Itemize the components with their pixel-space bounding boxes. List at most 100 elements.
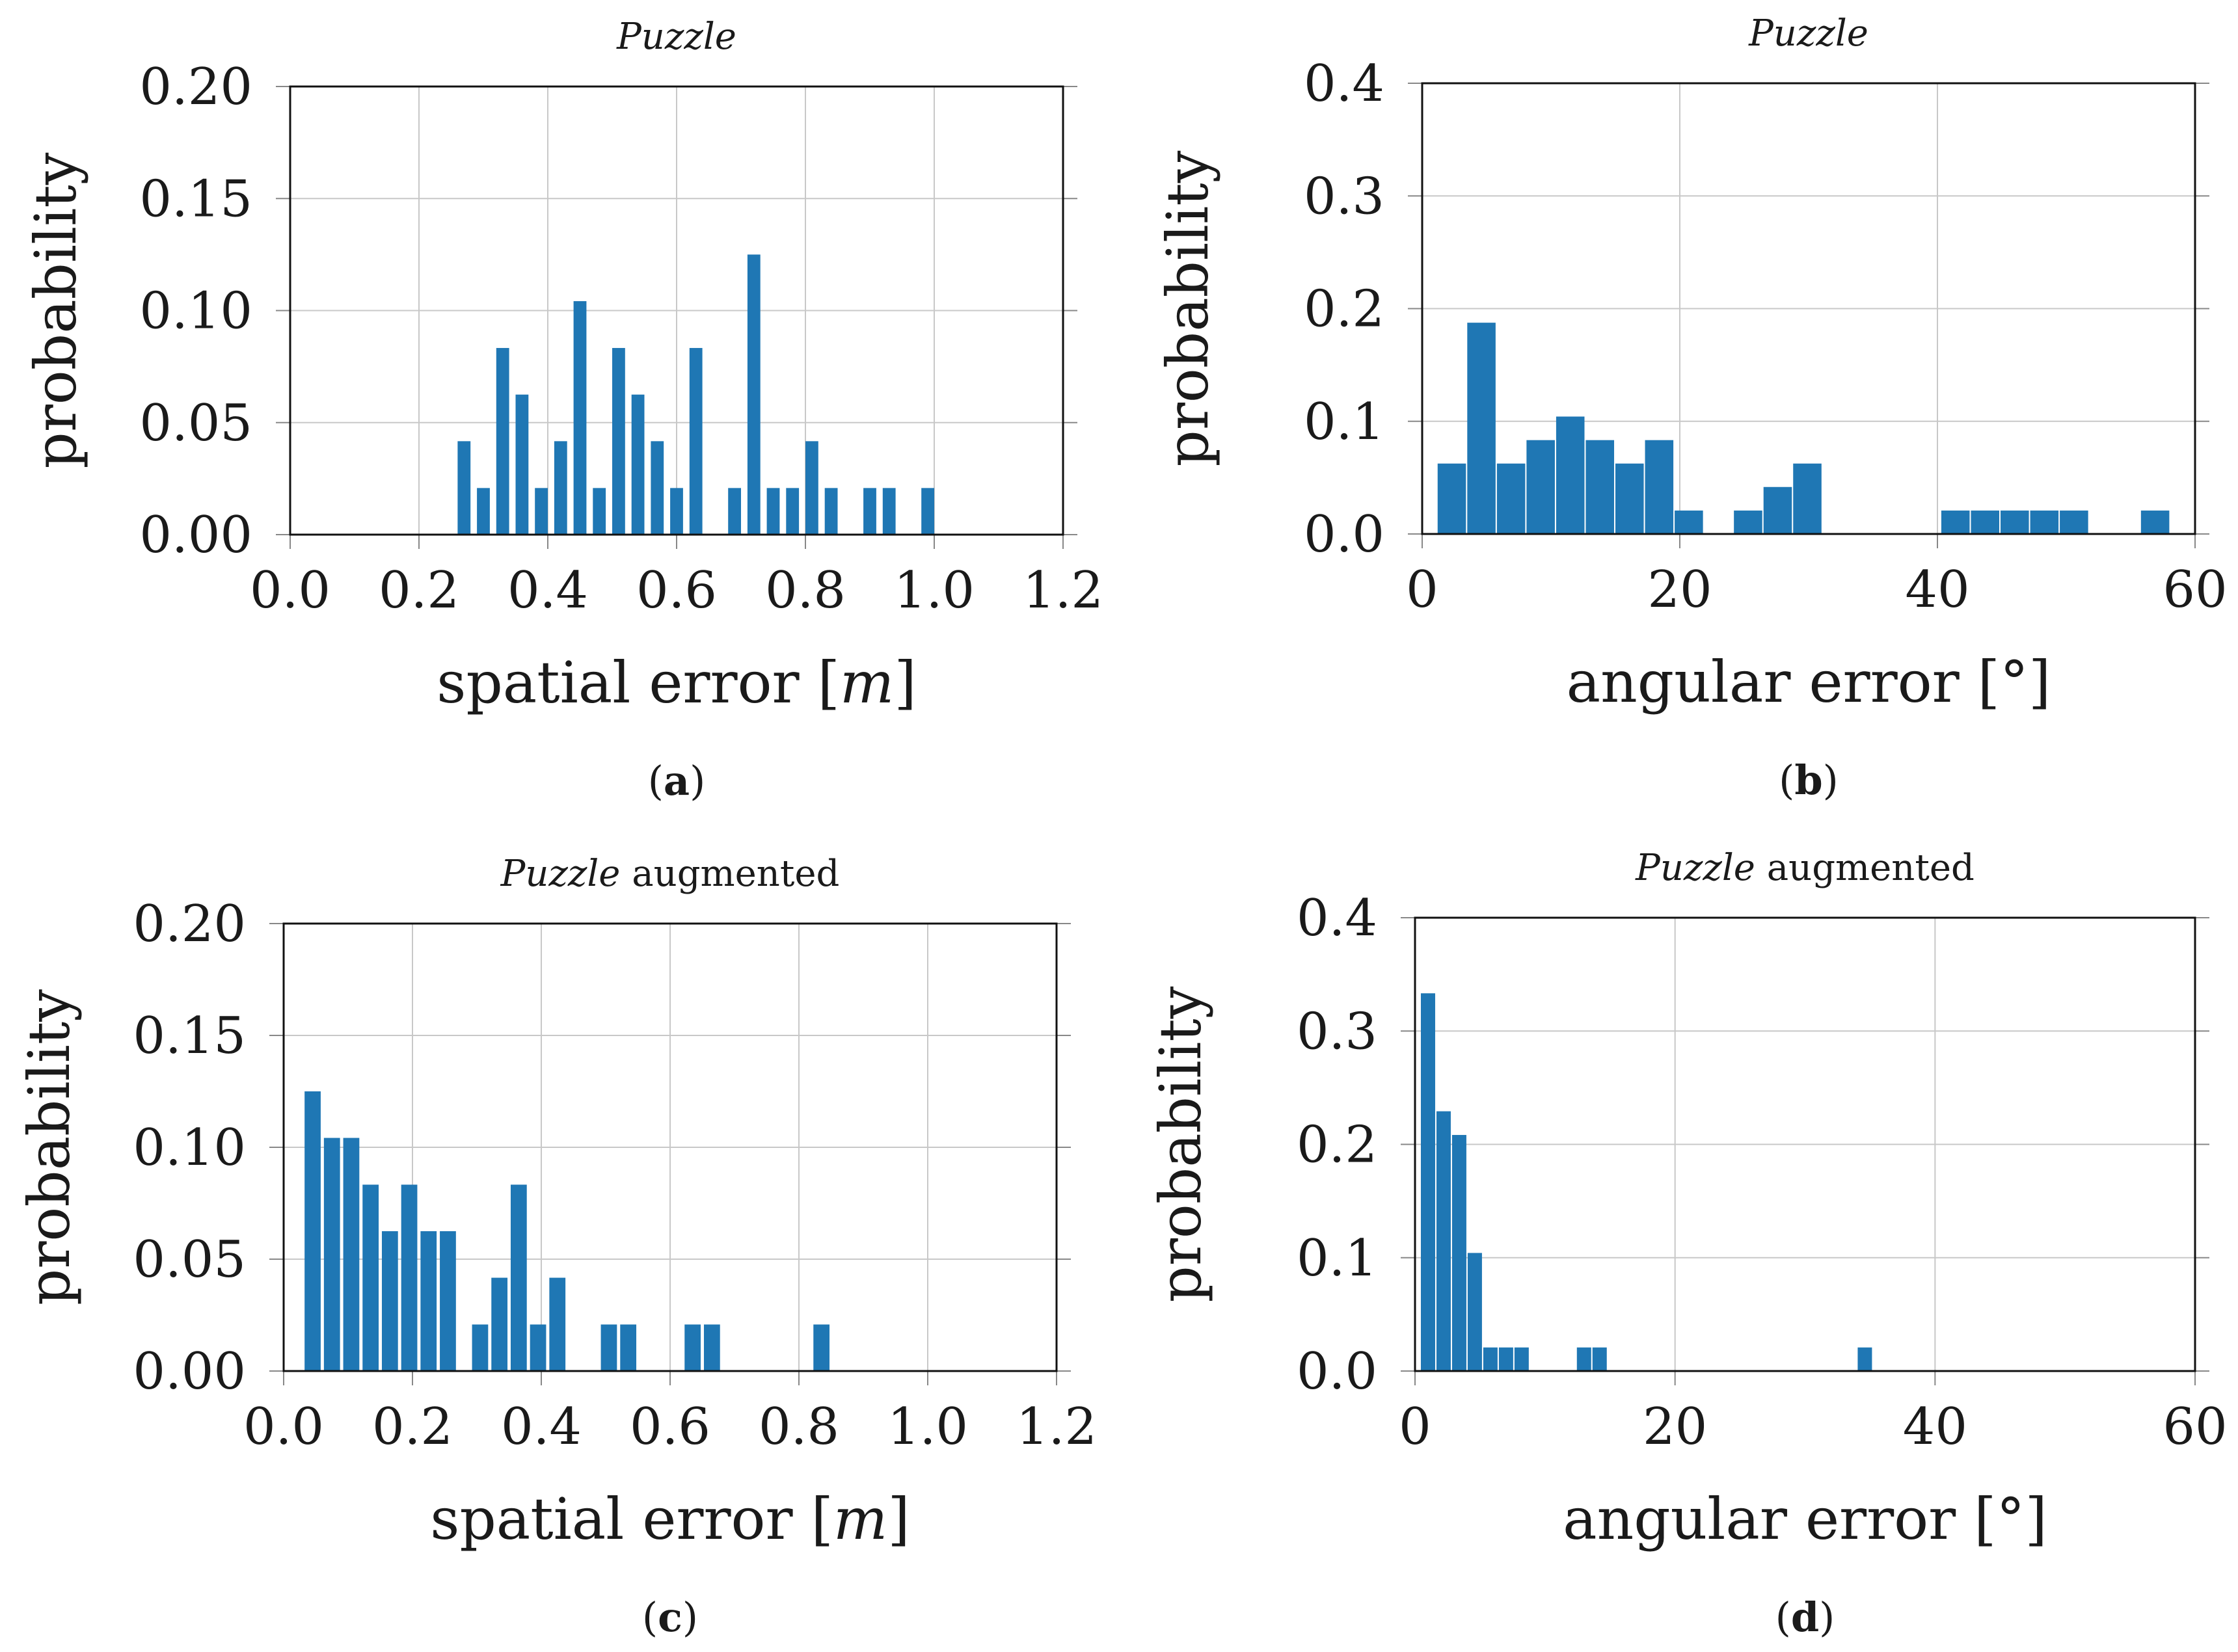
chart-b-y-tick-label: 0.0	[1304, 505, 1384, 564]
chart-a-y-tick-label: 0.15	[139, 170, 252, 228]
chart-a-bar	[651, 441, 664, 535]
chart-a-bar	[882, 488, 896, 535]
chart-a-bar	[805, 441, 818, 535]
chart-a-x-tick-label: 0.4	[507, 561, 588, 620]
chart-d-bar	[1498, 1347, 1513, 1371]
chart-b-y-axis-title: probability	[1154, 150, 1221, 466]
chart-b-bar	[1526, 440, 1555, 534]
chart-a-bar	[573, 301, 587, 535]
chart-b-y-tick-label: 0.3	[1304, 167, 1384, 226]
chart-a-bar	[593, 488, 606, 535]
chart-b-bar	[2140, 510, 2170, 534]
chart-b-frame	[1421, 82, 2196, 535]
chart-b-bar	[1437, 463, 1466, 534]
chart-a-bar	[863, 488, 876, 535]
chart-b-bar	[1734, 510, 1762, 534]
chart-c-x-tick-label: 1.0	[887, 1398, 968, 1456]
chart-a-panel-label: (a)	[648, 757, 706, 805]
chart-a-bar	[728, 488, 741, 535]
chart-c-bar	[420, 1231, 437, 1371]
chart-c-y-tick-label: 0.15	[133, 1007, 246, 1065]
chart-d-bar	[1576, 1347, 1591, 1371]
chart-c-bar	[510, 1184, 527, 1371]
chart-a-bar	[535, 488, 548, 535]
chart-a-bar	[766, 488, 780, 535]
chart-a-y-tick-label: 0.10	[139, 282, 252, 341]
chart-c-panel-label: (c)	[642, 1593, 698, 1641]
chart-d-y-tick-label: 0.3	[1297, 1002, 1377, 1061]
panel-b: 0.0 0.1 0.2 0.3 0.4 0 20 40 60 Puzzle angular erro…	[1154, 12, 2228, 804]
chart-a-x-tick-label: 1.0	[894, 561, 975, 620]
chart-c-bar	[323, 1138, 340, 1371]
chart-c-x-tick-label: 0.0	[243, 1398, 324, 1456]
chart-d-y-tick-label: 0.0	[1297, 1342, 1377, 1401]
chart-a-y-tick-label: 0.20	[139, 58, 252, 116]
chart-c-bar	[440, 1231, 456, 1371]
chart-d-bar	[1514, 1347, 1529, 1371]
chart-d-x-tick-label: 60	[2163, 1398, 2227, 1456]
chart-d-y-tick-label: 0.1	[1297, 1229, 1377, 1288]
chart-d-y-tick-label: 0.4	[1297, 889, 1377, 948]
chart-a-x-tick-label: 0.2	[379, 561, 459, 620]
chart-a-bar	[496, 348, 509, 535]
chart-c-bar	[600, 1324, 617, 1371]
chart-a-bar	[670, 488, 683, 535]
chart-b-bar	[1585, 440, 1615, 534]
chart-d-y-axis-title: probability	[1147, 986, 1214, 1302]
chart-a-bar	[515, 394, 529, 535]
chart-a-bar	[786, 488, 800, 535]
chart-a-x-tick-label: 0.8	[765, 561, 846, 620]
chart-a-x-tick-label: 1.2	[1023, 561, 1103, 620]
chart-b-x-tick-label: 0	[1406, 561, 1438, 619]
chart-a-bar	[921, 488, 934, 535]
chart-b-bar	[1467, 323, 1496, 534]
chart-c-x-tick-label: 0.4	[501, 1398, 582, 1456]
chart-a-bar	[689, 348, 703, 535]
chart-c-bar	[343, 1138, 360, 1371]
chart-c-bar	[703, 1324, 720, 1371]
chart-c-x-axis-title: spatial error [m]	[430, 1485, 910, 1552]
chart-c-y-tick-label: 0.10	[133, 1119, 246, 1177]
chart-c-bar	[620, 1324, 637, 1371]
chart-b-y-tick-label: 0.1	[1304, 393, 1384, 451]
chart-b-y-tick-label: 0.2	[1304, 280, 1384, 339]
chart-b-panel-label: (b)	[1779, 756, 1839, 804]
chart-a-bar	[477, 488, 490, 535]
chart-c-bar	[549, 1277, 566, 1371]
chart-d-y-tick-label: 0.2	[1297, 1116, 1377, 1175]
chart-d-x-tick-label: 20	[1643, 1398, 1707, 1456]
chart-b-y-tick-label: 0.4	[1304, 55, 1384, 113]
chart-a-bar	[457, 441, 471, 535]
chart-a-x-tick-label: 0.6	[636, 561, 717, 620]
chart-c-bar	[684, 1324, 701, 1371]
chart-d-bar	[1857, 1347, 1872, 1371]
chart-d-x-tick-label: 0	[1399, 1398, 1431, 1456]
chart-d-bar	[1483, 1347, 1498, 1371]
chart-c-y-axis-title: probability	[16, 989, 83, 1305]
chart-a-bar	[631, 394, 645, 535]
chart-d-bar	[1451, 1135, 1466, 1371]
chart-d-bar	[1467, 1253, 1482, 1371]
chart-b-bar	[1971, 510, 2000, 534]
chart-c-bar	[381, 1231, 398, 1371]
chart-c-x-tick-label: 0.6	[630, 1398, 710, 1456]
chart-a-x-tick-label: 0.0	[250, 561, 330, 620]
chart-d-bar	[1436, 1111, 1451, 1371]
chart-b-bar	[2001, 510, 2029, 534]
chart-a-y-tick-label: 0.00	[139, 506, 252, 565]
chart-c-frame	[282, 922, 1058, 1372]
panel-c: 0.00 0.05 0.10 0.15 0.20 0.0 0.2 0.4 0.6 0.8 1.0 1.…	[16, 853, 1097, 1641]
chart-d-panel-label: (d)	[1775, 1593, 1835, 1641]
chart-d-x-axis-title: angular error [°]	[1563, 1485, 2047, 1552]
chart-c-bar	[362, 1184, 379, 1371]
chart-d-x-tick-label: 40	[1903, 1398, 1967, 1456]
chart-c-bar	[304, 1091, 321, 1371]
chart-b-bar	[1675, 510, 1703, 534]
chart-a-bar	[612, 348, 625, 535]
chart-b-bar	[1615, 463, 1644, 534]
chart-c-y-tick-label: 0.20	[133, 895, 246, 953]
panel-a: 0.00 0.05 0.10 0.15 0.20 0.0 0.2 0.4 0.6 0.8 1.0 1.…	[22, 16, 1103, 805]
chart-a-bar	[824, 488, 838, 535]
chart-d-bar	[1420, 993, 1435, 1371]
